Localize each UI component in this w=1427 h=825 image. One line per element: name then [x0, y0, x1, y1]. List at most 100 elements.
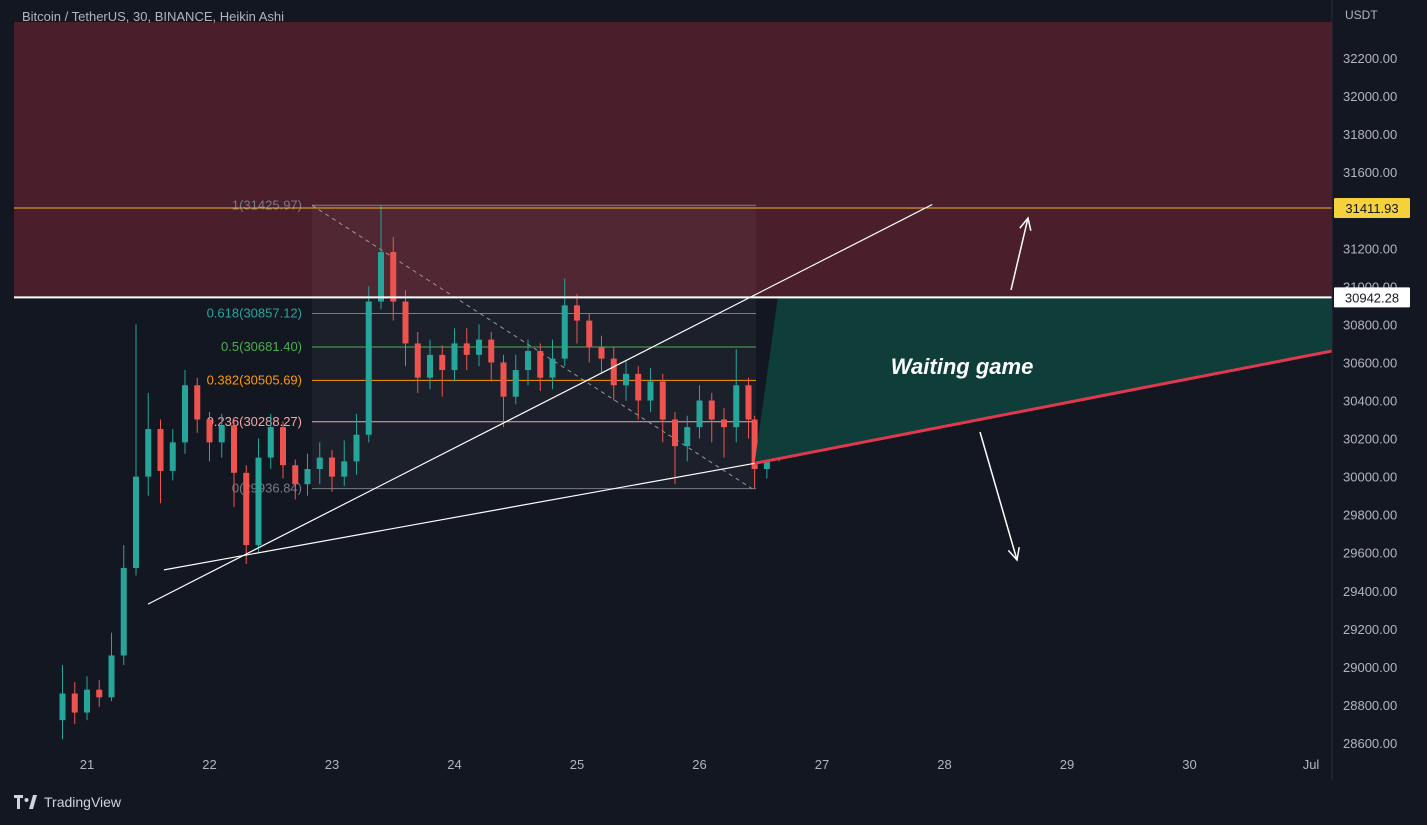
candle-body — [525, 351, 531, 371]
time-axis-tick: 29 — [1060, 757, 1074, 772]
fib-level-label: 0(29936.84) — [232, 481, 302, 496]
candle — [84, 676, 90, 721]
price-axis-tick: 29000.00 — [1343, 660, 1397, 675]
candle-body — [304, 469, 311, 485]
candle-body — [696, 400, 703, 428]
price-badge-label: 30942.28 — [1345, 290, 1399, 305]
candle — [672, 411, 678, 485]
time-axis-tick: Jul — [1303, 757, 1320, 772]
candle — [476, 324, 482, 367]
candle — [598, 335, 605, 374]
candle — [353, 413, 360, 475]
time-axis-tick: 26 — [692, 757, 706, 772]
candle-body — [353, 434, 360, 462]
price-axis-tick: 32200.00 — [1343, 51, 1397, 66]
candle-body — [108, 655, 115, 698]
candle-body — [218, 425, 225, 443]
candle-body — [280, 427, 286, 466]
price-axis-tick: 31600.00 — [1343, 165, 1397, 180]
candle-body — [476, 339, 482, 355]
candle — [463, 328, 470, 371]
price-axis-tick: 30800.00 — [1343, 317, 1397, 332]
candle — [427, 339, 433, 390]
time-axis-tick: 24 — [447, 757, 461, 772]
time-axis-tick: 22 — [202, 757, 216, 772]
candle-body — [365, 301, 372, 435]
candle — [341, 440, 348, 487]
ascending-trend-line[interactable] — [147, 203, 933, 605]
candle-body — [341, 461, 348, 477]
resistance-zone — [14, 22, 1332, 298]
candle — [561, 278, 568, 367]
price-axis-tick: 29800.00 — [1343, 508, 1397, 523]
candle — [684, 415, 691, 462]
candle-body — [182, 385, 188, 443]
candle-body — [292, 465, 299, 485]
candle-body — [71, 693, 78, 713]
price-axis-tick: 31200.00 — [1343, 241, 1397, 256]
price-axis-tick: 28600.00 — [1343, 736, 1397, 751]
candle-body — [402, 301, 409, 344]
candle — [586, 312, 593, 363]
candle-body — [647, 381, 654, 401]
candle — [292, 459, 299, 500]
candle-body — [733, 385, 740, 428]
candle — [280, 421, 286, 479]
candle — [231, 417, 237, 508]
support-trend-line[interactable] — [163, 462, 755, 571]
candle-body — [684, 427, 691, 447]
price-axis-unit: USDT — [1345, 8, 1378, 22]
candle — [133, 324, 139, 576]
fib-level-label: 0.236(30288.27) — [207, 414, 302, 429]
candle-body — [672, 419, 678, 447]
candle — [745, 377, 752, 439]
fib-level-label: 0.5(30681.40) — [221, 339, 302, 354]
candle-body — [243, 472, 250, 546]
fib-level-label: 0.382(30505.69) — [207, 372, 302, 387]
candle — [365, 286, 372, 443]
price-axis-tick: 31800.00 — [1343, 127, 1397, 142]
price-axis-tick: 29600.00 — [1343, 546, 1397, 561]
candle-body — [500, 362, 507, 397]
candle-body — [59, 693, 66, 721]
wedge-lower-trend-line[interactable] — [754, 349, 1333, 465]
candle-body — [463, 343, 470, 355]
candle — [512, 354, 519, 405]
candle-body — [329, 457, 335, 477]
price-axis-tick: 30000.00 — [1343, 470, 1397, 485]
candle — [525, 339, 531, 386]
candle-body — [84, 689, 90, 713]
candle — [610, 347, 617, 401]
time-axis-tick: 27 — [815, 757, 829, 772]
price-chart[interactable]: 1(31425.97) 0.618(30857.12) 0.5(30681.40) 0… — [0, 0, 1427, 780]
candle-body — [133, 476, 139, 568]
candle-body — [751, 419, 758, 469]
candle — [574, 293, 580, 344]
time-axis-tick: 21 — [80, 757, 94, 772]
candle-body — [206, 419, 213, 443]
candle — [635, 366, 642, 420]
brand-name: TradingView — [44, 794, 122, 810]
candle-body — [267, 427, 274, 458]
time-axis-tick: 25 — [570, 757, 584, 772]
time-axis-tick: 23 — [325, 757, 339, 772]
brand[interactable]: TradingView — [14, 794, 121, 810]
candle-body — [537, 351, 544, 378]
wedge-fill — [754, 297, 1332, 464]
candle — [206, 411, 213, 462]
candle-body — [439, 354, 446, 371]
candle — [316, 442, 323, 485]
price-axis-tick: 30200.00 — [1343, 432, 1397, 447]
price-axis-tick: 29400.00 — [1343, 584, 1397, 599]
candle-body — [390, 252, 397, 302]
candle — [708, 392, 715, 443]
price-axis-tick: 30400.00 — [1343, 394, 1397, 409]
candle — [733, 349, 740, 443]
arrow-shaft — [979, 431, 1018, 561]
candle — [414, 332, 421, 393]
arrow-shaft — [1010, 217, 1029, 291]
candle — [329, 449, 335, 492]
price-axis[interactable] — [1332, 0, 1427, 780]
candle — [721, 408, 727, 458]
time-axis[interactable] — [0, 750, 1332, 780]
